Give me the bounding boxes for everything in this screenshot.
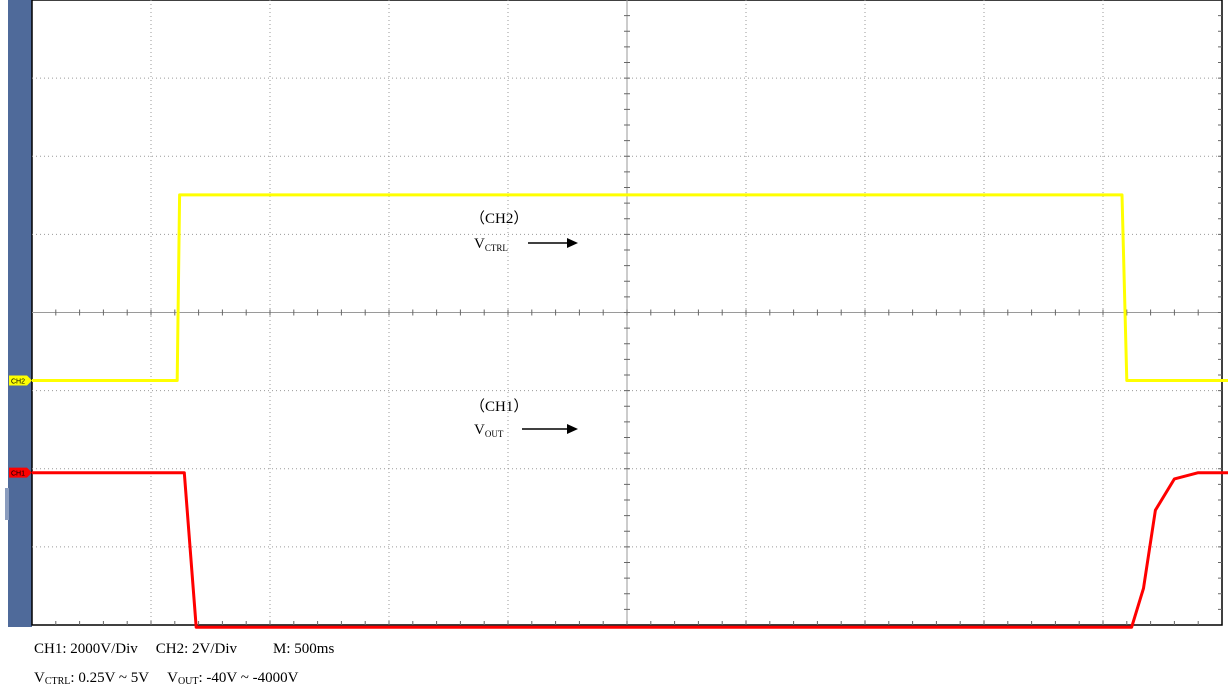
annotation-ch2-channel: （CH2）: [470, 210, 528, 227]
channel-markers: CH2 CH1: [9, 375, 32, 478]
left-side-bar-notch: [5, 488, 9, 520]
annotation-ch2-arrow-head: [567, 238, 578, 248]
annotation-ch2: （CH2）VCTRL: [470, 210, 578, 253]
caption-vout-v: V: [167, 670, 178, 686]
marker-ch2-label: CH2: [11, 378, 25, 385]
annotations: （CH2）VCTRL（CH1）VOUT: [470, 210, 578, 439]
caption-ranges: VCTRL: 0.25V ~ 5V VOUT: -40V ~ -4000V: [34, 670, 298, 687]
marker-ch1: CH1: [9, 467, 32, 478]
caption-timebase: M: 500ms: [273, 641, 335, 657]
marker-ch2-shape: [9, 375, 32, 386]
trace-ch2: [32, 193, 1228, 382]
annotation-ch2-signal-sub: CTRL: [485, 243, 508, 253]
caption-settings: CH1: 2000V/Div CH2: 2V/Div M: 500ms: [34, 641, 334, 658]
traces: [32, 193, 1228, 629]
caption-ch1-scale: CH1: 2000V/Div: [34, 641, 138, 657]
annotation-ch1-signal-sub: OUT: [485, 429, 504, 439]
caption-vout-sub: OUT: [177, 676, 199, 687]
marker-ch1-label: CH1: [11, 471, 25, 478]
trace-ch1: [32, 471, 1228, 629]
annotation-ch1-channel: （CH1）: [470, 398, 528, 415]
scope-grid: [32, 0, 1222, 625]
left-side-bar: [8, 0, 32, 627]
caption-vout-range: : -40V ~ -4000V: [198, 670, 299, 686]
marker-ch1-shape: [9, 467, 32, 478]
marker-ch2: CH2: [9, 375, 32, 386]
caption-vctrl-sub: CTRL: [44, 676, 71, 687]
caption-vctrl-v: V: [34, 670, 45, 686]
caption-ch2-scale: CH2: 2V/Div: [155, 641, 238, 657]
caption-vctrl-range: : 0.25V ~ 5V: [70, 670, 150, 686]
annotation-ch1-arrow-head: [567, 424, 578, 434]
